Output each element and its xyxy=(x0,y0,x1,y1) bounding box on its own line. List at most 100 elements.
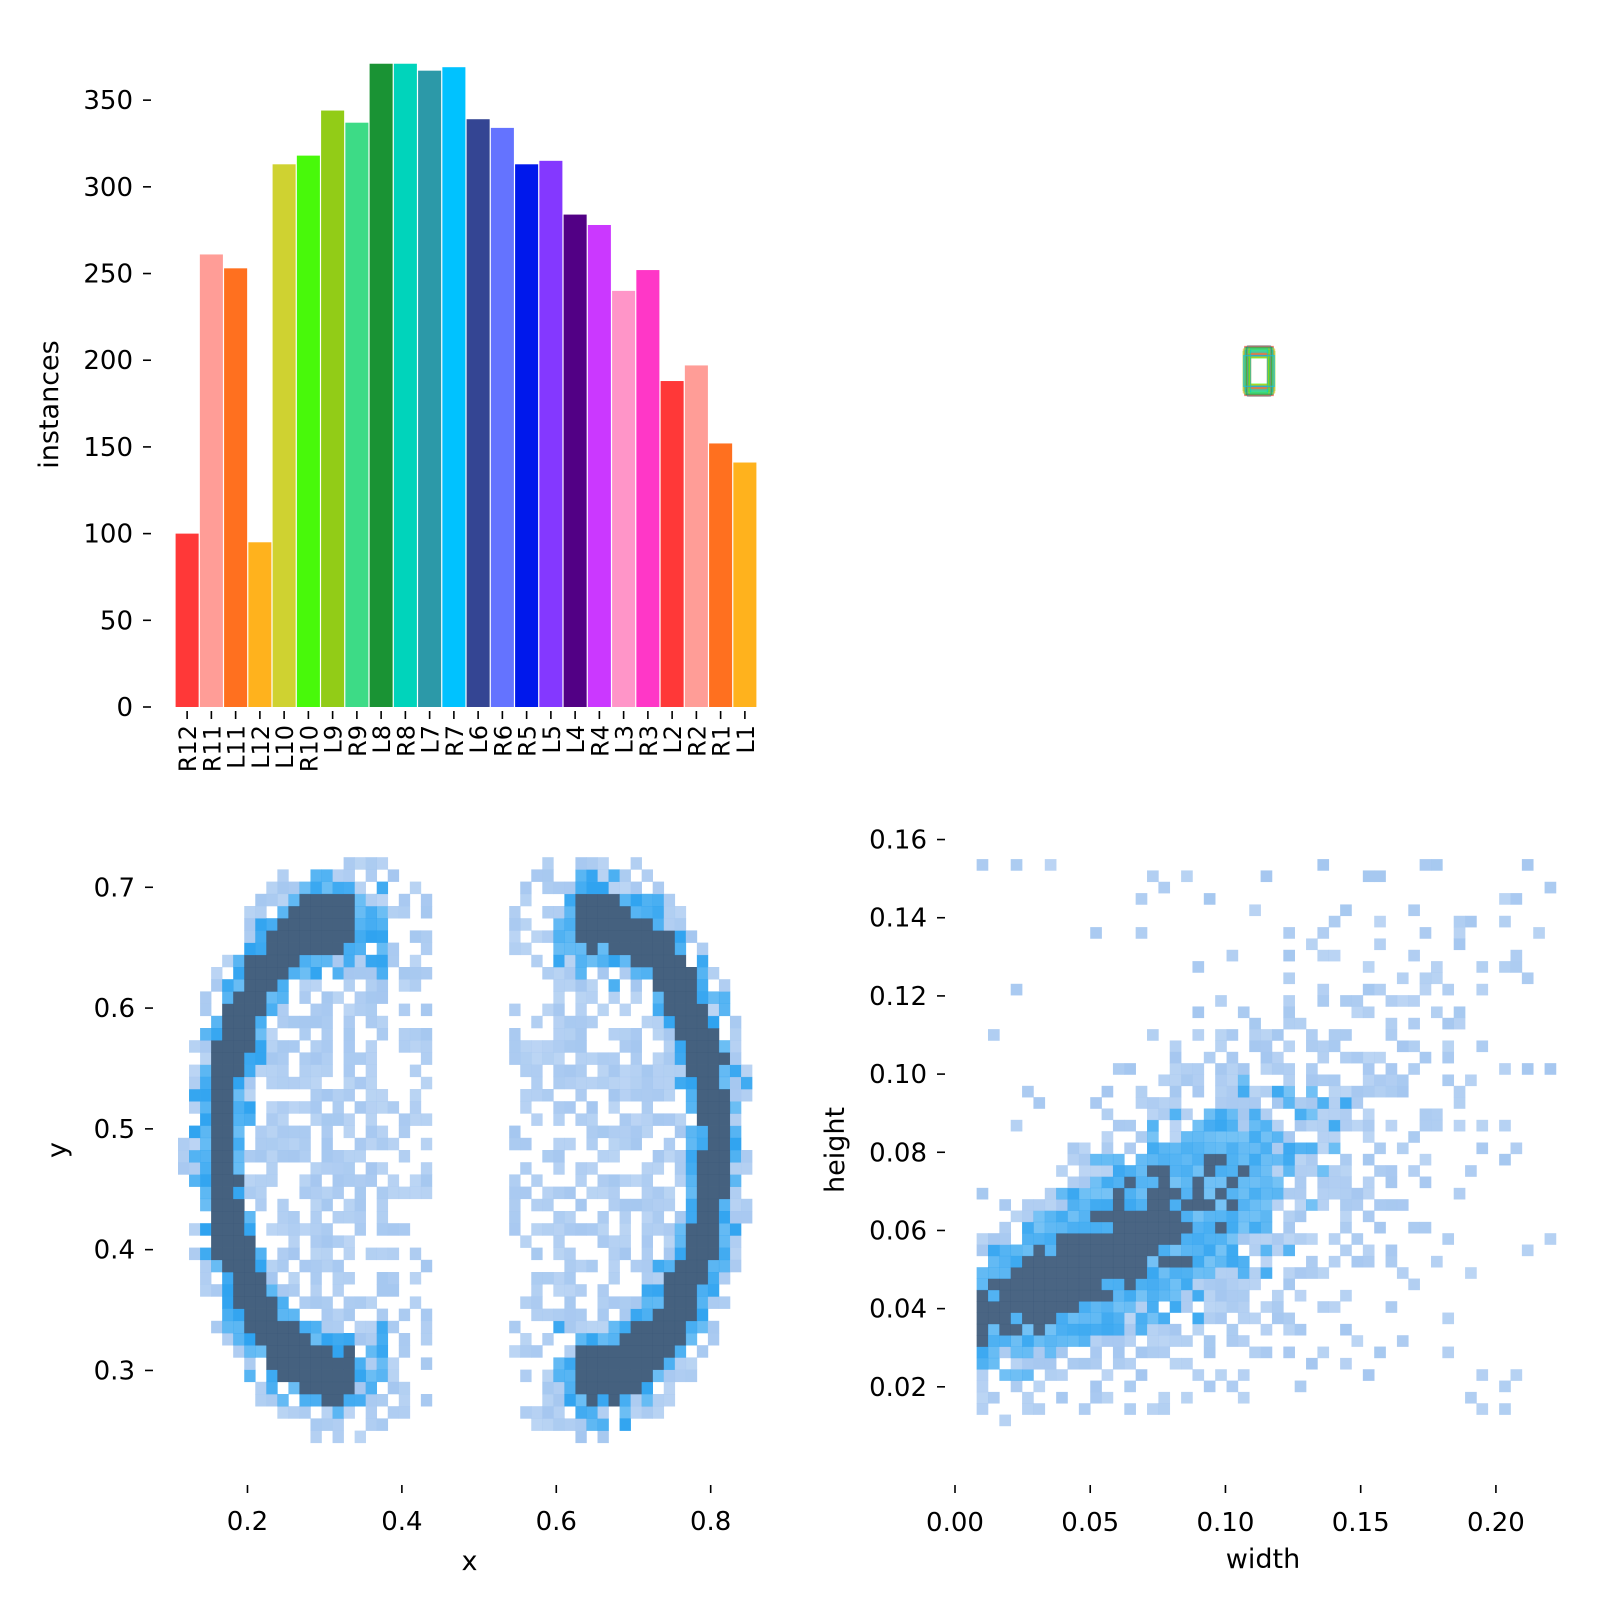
heatmap-cell xyxy=(233,1113,245,1126)
heatmap-cell xyxy=(520,1064,532,1078)
heatmap-cell xyxy=(608,1320,620,1334)
heatmap-cell xyxy=(354,1076,366,1090)
heatmap-cell xyxy=(987,1323,1000,1336)
heatmap-cell xyxy=(1249,1131,1261,1143)
heatmap-cell xyxy=(233,1015,245,1029)
y-tick-label: 0.7 xyxy=(94,873,135,903)
heatmap-cell xyxy=(1260,1346,1273,1359)
heatmap-cell xyxy=(641,1064,654,1078)
heatmap-cell xyxy=(509,1186,521,1200)
heatmap-cell xyxy=(608,1198,620,1212)
heatmap-cell xyxy=(630,1320,642,1334)
heatmap-cell xyxy=(1419,1221,1432,1234)
heatmap-cell xyxy=(244,1211,256,1224)
heatmap-cell xyxy=(520,1089,532,1102)
heatmap-cell xyxy=(1203,1165,1216,1177)
heatmap-cell xyxy=(663,930,676,943)
heatmap-cell xyxy=(1169,1289,1182,1302)
heatmap-cell xyxy=(1249,1165,1261,1177)
heatmap-cell xyxy=(1340,1165,1352,1177)
heatmap-cell xyxy=(630,1357,642,1370)
heatmap-cell xyxy=(420,893,433,907)
heatmap-cell xyxy=(1419,983,1432,996)
heatmap-cell xyxy=(652,1296,665,1309)
heatmap-cell xyxy=(1101,1244,1114,1257)
heatmap-cell xyxy=(564,1137,576,1151)
heatmap-cell xyxy=(1135,1323,1148,1336)
heatmap-cell xyxy=(1544,881,1557,894)
heatmap-cell xyxy=(1101,1233,1114,1245)
heatmap-cell xyxy=(586,979,598,992)
heatmap-cell xyxy=(409,979,422,992)
heatmap-cell xyxy=(630,906,642,919)
heatmap-cell xyxy=(1124,1312,1136,1325)
heatmap-cell xyxy=(255,1272,267,1285)
heatmap-cell xyxy=(586,942,598,956)
heatmap-cell xyxy=(718,1003,731,1017)
heatmap-cell xyxy=(1112,1233,1125,1245)
bar-r4 xyxy=(587,224,611,707)
heatmap-cell xyxy=(266,1223,278,1236)
heatmap-cell xyxy=(542,1186,554,1200)
heatmap-cell xyxy=(1147,1153,1159,1166)
heatmap-cell xyxy=(608,1235,620,1248)
heatmap-cell xyxy=(1044,1187,1057,1200)
heatmap-cell xyxy=(586,1320,598,1334)
y-tick-label: 0.14 xyxy=(869,904,927,934)
heatmap-cell xyxy=(420,1174,433,1187)
heatmap-cell xyxy=(1033,1097,1046,1109)
heatmap-cell xyxy=(1249,1108,1261,1121)
heatmap-cell xyxy=(343,1296,355,1309)
heatmap-cell xyxy=(1306,1165,1318,1177)
heatmap-cell xyxy=(1317,1074,1330,1087)
heatmap-cell xyxy=(663,1259,676,1273)
heatmap-cell xyxy=(354,942,366,956)
heatmap-cell xyxy=(652,906,665,919)
heatmap-cell xyxy=(707,1284,720,1297)
heatmap-cell xyxy=(531,1052,543,1065)
heatmap-cell xyxy=(663,979,676,992)
heatmap-cell xyxy=(696,1296,709,1309)
heatmap-cell xyxy=(332,1418,344,1431)
heatmap-cell xyxy=(1112,1210,1125,1223)
heatmap-cell xyxy=(222,1272,234,1285)
heatmap-cell xyxy=(999,1278,1012,1291)
heatmap-cell xyxy=(288,1345,300,1358)
heatmap-cell xyxy=(586,1418,598,1431)
heatmap-cell xyxy=(999,1221,1012,1234)
heatmap-cell xyxy=(1124,1165,1136,1177)
heatmap-cell xyxy=(1078,1176,1091,1189)
heatmap-cell xyxy=(321,918,333,931)
heatmap-cell xyxy=(663,1272,676,1285)
heatmap-cell xyxy=(1010,1278,1023,1291)
heatmap-cell xyxy=(1317,1142,1330,1155)
heatmap-cell xyxy=(1203,893,1216,905)
heatmap-cell xyxy=(1544,1063,1557,1075)
heatmap-cell xyxy=(542,1223,554,1236)
heatmap-cell xyxy=(707,1089,720,1102)
y-tick-label: 0.02 xyxy=(869,1373,927,1403)
heatmap-cell xyxy=(1260,1199,1273,1211)
heatmap-cell xyxy=(1203,1108,1216,1121)
heatmap-cell xyxy=(718,1198,731,1212)
heatmap-cell xyxy=(696,1076,709,1090)
heatmap-cell xyxy=(277,1040,289,1053)
heatmap-cell xyxy=(586,1357,598,1370)
heatmap-cell xyxy=(718,1101,731,1114)
heatmap-cell xyxy=(244,1247,256,1261)
heatmap-cell xyxy=(277,1247,289,1261)
heatmap-cell xyxy=(685,979,698,992)
heatmap-cell xyxy=(976,1380,989,1393)
heatmap-cell xyxy=(1090,1097,1102,1109)
heatmap-cell xyxy=(1306,1255,1318,1268)
heatmap-cell xyxy=(288,918,300,931)
heatmap-cell xyxy=(553,1076,565,1090)
heatmap-cell xyxy=(244,1003,256,1017)
heatmap-cell xyxy=(608,1186,620,1200)
heatmap-cell xyxy=(1169,1176,1182,1189)
heatmap-cell xyxy=(685,1150,698,1163)
heatmap-cell xyxy=(244,1040,256,1053)
heatmap-cell xyxy=(696,1101,709,1114)
heatmap-cell xyxy=(597,1064,609,1078)
heatmap-cell xyxy=(1237,1153,1250,1166)
